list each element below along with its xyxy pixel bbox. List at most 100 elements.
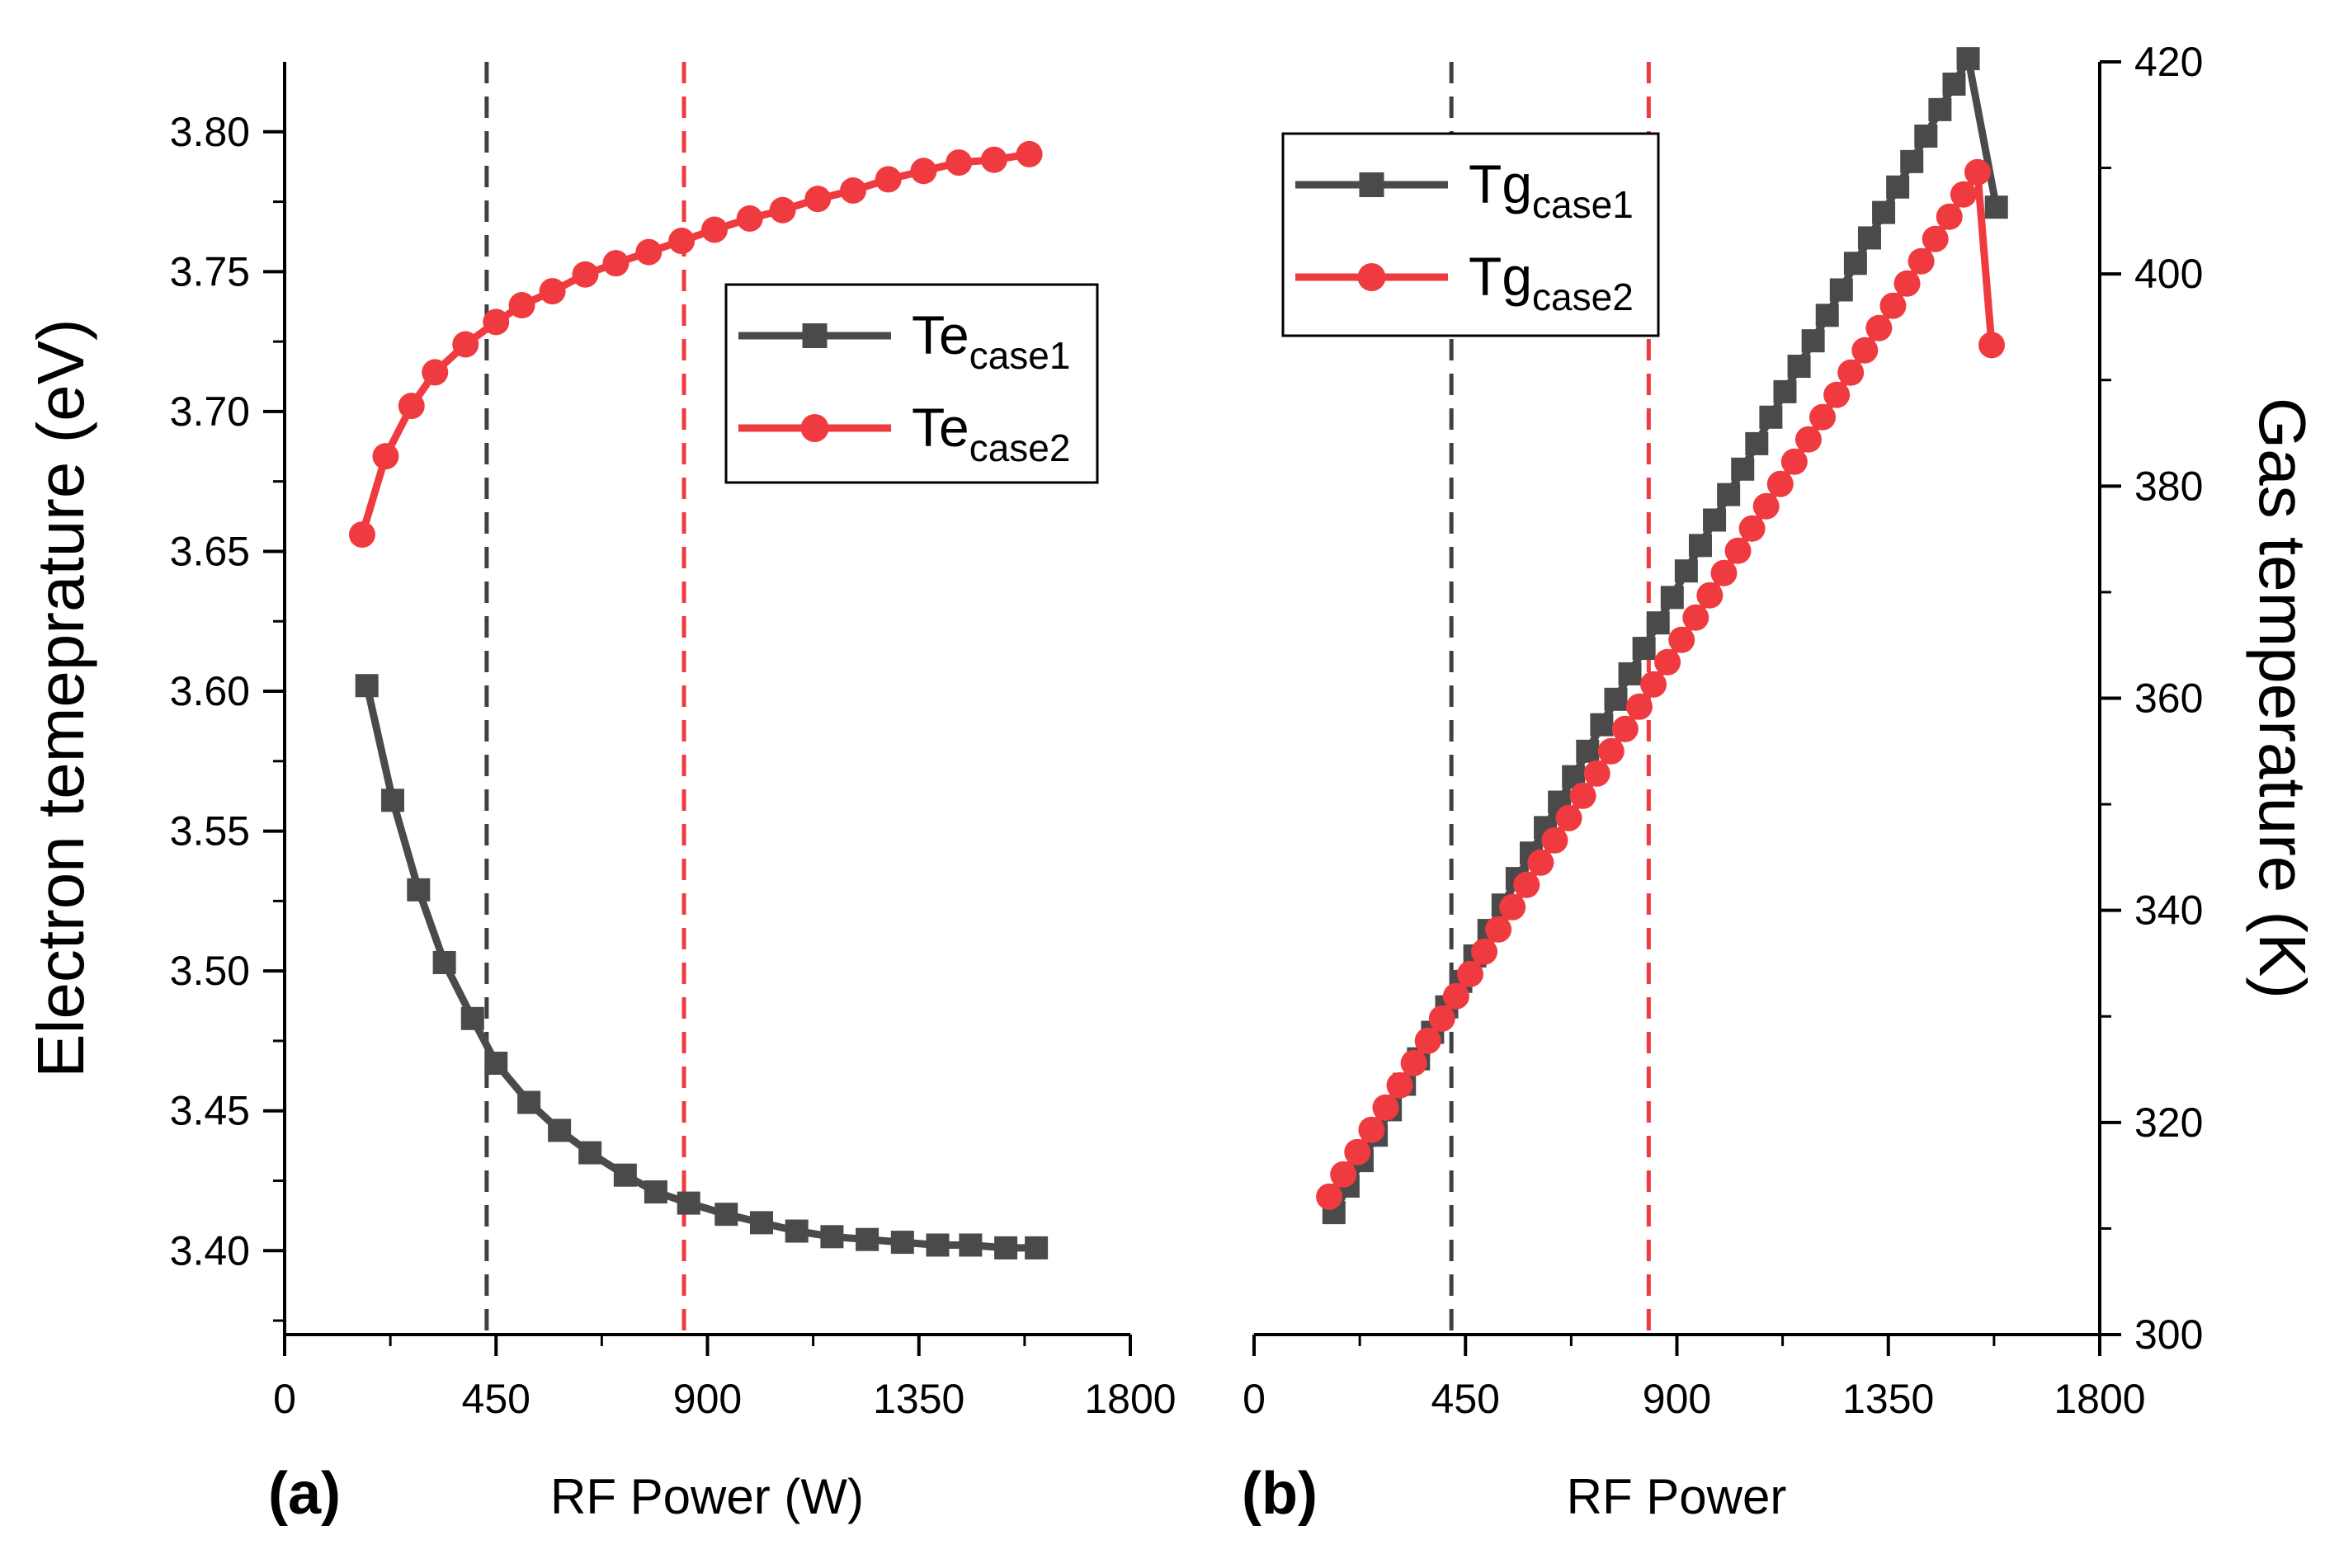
data-point-case2 [1922,225,1949,252]
y-tick-label: 3.75 [170,248,250,294]
data-point-case1 [1674,559,1698,583]
data-point-case1 [1717,483,1741,506]
data-point-case1 [613,1163,637,1187]
data-point-case2 [1471,938,1498,965]
data-point-case2 [1513,871,1540,898]
data-point-case2 [769,196,796,224]
data-point-case1 [994,1236,1018,1260]
legend-box [724,283,1099,484]
x-tick-label: 450 [462,1376,531,1422]
data-point-case2 [1710,559,1738,586]
x-tick-label: 0 [1243,1376,1266,1422]
legend-label-case2: Tgcase2 [1469,246,1634,318]
data-point-case2 [1372,1094,1399,1121]
data-point-case1 [517,1090,541,1114]
data-point-case2 [1316,1183,1343,1210]
data-point-case2 [1442,982,1469,1010]
legend-box [1281,132,1660,337]
legend-label-case1: Tgcase1 [1469,153,1634,226]
data-point-case2 [910,158,937,185]
data-point-case2 [701,216,729,243]
data-point-case1 [856,1227,879,1251]
data-point-case1 [460,1006,484,1030]
data-point-case2 [1738,515,1766,542]
y-axis-title: Gas temperature (K) [2246,398,2319,999]
x-tick-label: 900 [1643,1376,1711,1422]
data-point-case2 [1583,760,1610,787]
data-point-case1 [1984,195,2008,219]
data-point-case2 [1654,648,1681,676]
data-point-case2 [1766,470,1794,497]
data-point-case1 [1815,304,1839,327]
data-point-case2 [1456,960,1483,987]
data-point-case2 [1809,403,1837,431]
data-point-case2 [1499,893,1526,921]
data-point-case2 [1640,671,1667,698]
legend: Tgcase1 Tgcase2 [1281,132,1660,337]
series-line-case1 [363,685,1037,1252]
data-point-case2 [1936,203,1963,230]
data-point-case1 [1886,175,1910,199]
data-point-case1 [1660,586,1684,610]
legend-marker-case1 [802,323,828,348]
data-point-case2 [668,228,696,255]
x-tick-label: 1350 [1842,1376,1934,1422]
y-tick-label: 3.45 [170,1088,250,1134]
y-tick-label: 3.60 [170,668,250,714]
x-tick-label: 1350 [873,1376,964,1422]
data-point-case2 [1696,582,1724,609]
y-tick-label: 3.55 [170,808,250,855]
data-point-case2 [635,238,663,266]
data-point-case2 [1794,426,1822,453]
data-point-case2 [1668,626,1695,653]
data-point-case2 [1823,381,1851,408]
data-point-case1 [1787,355,1811,379]
data-point-case2 [1611,715,1639,742]
legend-marker-case2 [1357,263,1386,291]
data-point-case1 [926,1233,950,1257]
data-point-case1 [714,1203,738,1227]
data-point-case2 [1908,247,1935,275]
data-point-case2 [1780,448,1808,475]
data-point-case2 [572,261,599,288]
series-line-case2 [358,150,1030,536]
legend-label-case1: Tecase1 [912,304,1070,377]
data-point-case1 [432,950,456,974]
y-tick-label: 3.50 [170,948,250,994]
data-point-case2 [840,177,867,204]
data-point-case1 [1829,278,1853,302]
y-tick-label: 420 [2134,39,2203,85]
data-point-case2 [1879,292,1907,319]
x-axis-title: RF Power (W) [550,1469,864,1524]
data-point-case1 [749,1211,773,1235]
data-point-case1 [1731,457,1755,481]
data-point-case2 [483,308,510,336]
data-point-case2 [946,149,973,177]
data-point-case2 [1330,1161,1357,1188]
panel-label: (a) [268,1461,341,1527]
data-point-case2 [1555,804,1582,831]
y-tick-label: 300 [2134,1311,2203,1358]
data-point-case2 [1386,1071,1413,1099]
data-point-case2 [1978,332,2006,359]
data-point-case1 [677,1191,700,1215]
data-point-case1 [548,1118,572,1142]
data-point-case2 [539,278,566,305]
data-point-case1 [820,1225,844,1249]
legend: Tecase1 Tecase2 [724,283,1099,484]
data-point-case1 [407,878,431,902]
data-point-case2 [804,186,832,213]
data-point-case1 [1759,405,1783,429]
data-point-case2 [602,250,630,277]
data-point-case1 [1956,47,1980,71]
data-point-case1 [1773,379,1797,403]
y-tick-label: 3.65 [170,528,250,574]
x-tick-label: 0 [273,1376,296,1422]
data-point-case2 [1837,359,1865,386]
data-point-case2 [508,292,535,319]
data-point-case2 [1752,492,1780,520]
x-tick-label: 450 [1431,1376,1500,1422]
data-point-case2 [1344,1138,1371,1165]
y-tick-label: 3.40 [170,1227,250,1274]
